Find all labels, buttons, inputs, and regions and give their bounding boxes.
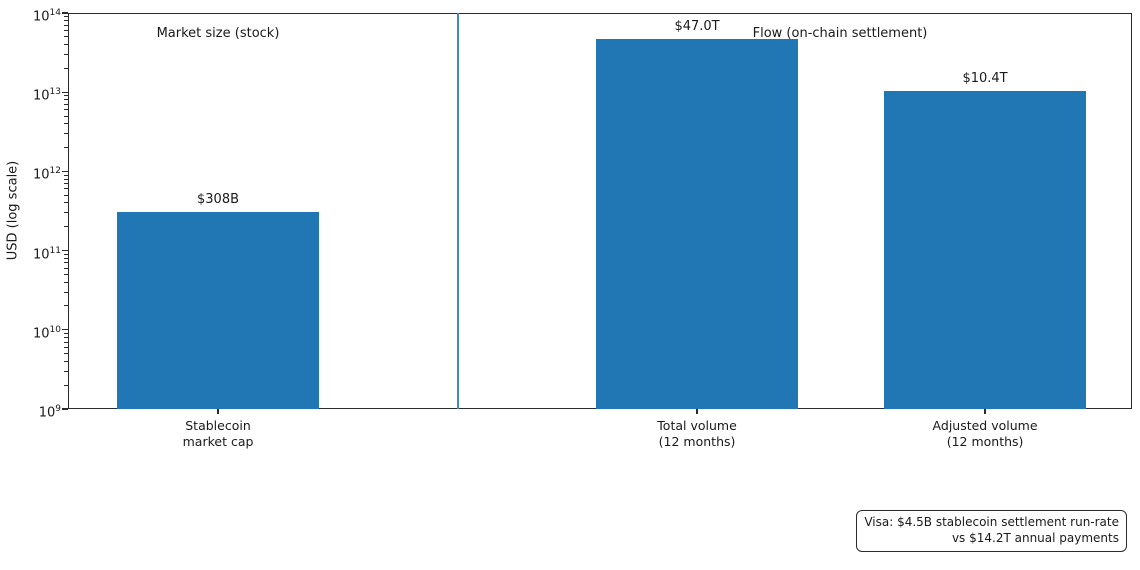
y-major-tick: [62, 329, 68, 331]
bar-stablecoin-market-cap: [117, 211, 319, 409]
y-minor-tick: [64, 291, 68, 293]
section-label-market-size: Market size (stock): [156, 26, 280, 41]
y-tick-label: 1012: [33, 166, 61, 183]
bar-value-label: $47.0T: [674, 18, 720, 34]
y-minor-tick: [64, 336, 68, 338]
y-major-tick: [62, 12, 68, 14]
y-minor-tick: [64, 44, 68, 46]
section-divider-line: [457, 13, 459, 409]
y-minor-tick: [64, 103, 68, 105]
visa-annotation-box: Visa: $4.5B stablecoin settlement run-ra…: [856, 510, 1127, 552]
y-minor-tick: [64, 353, 68, 355]
y-major-tick: [62, 91, 68, 93]
y-minor-tick: [64, 20, 68, 22]
y-minor-tick: [64, 384, 68, 386]
y-minor-tick: [64, 183, 68, 185]
x-tick-label: Total volume (12 months): [657, 418, 737, 449]
y-minor-tick: [64, 30, 68, 32]
y-major-tick: [62, 250, 68, 252]
y-minor-tick: [64, 133, 68, 135]
y-tick-label: 109: [38, 404, 61, 421]
y-minor-tick: [64, 257, 68, 259]
x-major-tick: [984, 409, 986, 414]
bar-value-label: $308B: [197, 191, 240, 207]
y-minor-tick: [64, 202, 68, 204]
y-major-tick: [62, 408, 68, 410]
y-minor-tick: [64, 123, 68, 125]
y-minor-tick: [64, 109, 68, 111]
y-minor-tick: [64, 95, 68, 97]
y-minor-tick: [64, 267, 68, 269]
y-minor-tick: [64, 305, 68, 307]
y-minor-tick: [64, 53, 68, 55]
y-tick-label: 1013: [33, 87, 61, 104]
y-minor-tick: [64, 226, 68, 228]
y-tick-label: 1014: [33, 8, 61, 25]
visa-annotation-line1: Visa: $4.5B stablecoin settlement run-ra…: [864, 515, 1119, 529]
y-minor-tick: [64, 360, 68, 362]
y-minor-tick: [64, 212, 68, 214]
y-tick-label: 1010: [33, 324, 61, 342]
y-minor-tick: [64, 332, 68, 334]
y-minor-tick: [64, 341, 68, 343]
y-minor-tick: [64, 346, 68, 348]
y-minor-tick: [64, 262, 68, 264]
y-minor-tick: [64, 253, 68, 255]
y-tick-label: 1011: [33, 245, 61, 262]
y-minor-tick: [64, 188, 68, 190]
x-major-tick: [217, 409, 219, 414]
y-minor-tick: [64, 370, 68, 372]
y-minor-tick: [64, 115, 68, 117]
y-minor-tick: [64, 147, 68, 149]
x-major-tick: [696, 409, 698, 414]
x-tick-label: Stablecoin market cap: [182, 418, 254, 449]
visa-annotation-line2: vs $14.2T annual payments: [951, 530, 1119, 545]
y-minor-tick: [64, 16, 68, 18]
y-minor-tick: [64, 24, 68, 26]
x-tick-label: Adjusted volume (12 months): [932, 418, 1038, 449]
y-minor-tick: [64, 36, 68, 38]
section-label-flow: Flow (on-chain settlement): [752, 26, 928, 41]
bar-value-label: $10.4T: [962, 70, 1008, 86]
y-minor-tick: [64, 99, 68, 101]
y-minor-tick: [64, 178, 68, 180]
bar-total-volume-12-months-: [596, 38, 798, 409]
y-minor-tick: [64, 67, 68, 69]
y-minor-tick: [64, 273, 68, 275]
y-minor-tick: [64, 281, 68, 283]
y-minor-tick: [64, 194, 68, 196]
y-minor-tick: [64, 174, 68, 176]
y-major-tick: [62, 170, 68, 173]
bar-adjusted-volume-12-months-: [884, 90, 1087, 409]
